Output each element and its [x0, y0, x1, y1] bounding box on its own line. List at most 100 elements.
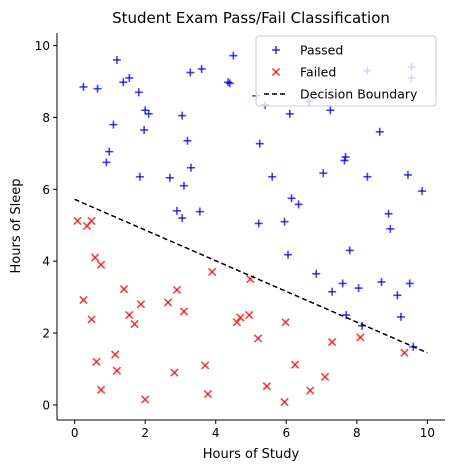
passed-point: [79, 82, 88, 91]
failed-point: [163, 298, 173, 307]
failed-point: [179, 307, 189, 316]
legend-swatch-failed: [271, 67, 281, 77]
passed-point: [186, 68, 195, 77]
failed-point: [73, 216, 82, 226]
passed-point: [134, 88, 143, 97]
passed-point: [102, 158, 111, 167]
failed-point: [90, 253, 100, 262]
passed-point: [338, 279, 347, 288]
failed-point: [141, 395, 150, 404]
passed-point: [165, 173, 174, 182]
x-axis-label: Hours of Study: [203, 447, 300, 462]
failed-point: [281, 318, 290, 327]
failed-point: [119, 285, 129, 294]
passed-point: [340, 156, 349, 165]
passed-point: [140, 126, 149, 135]
x-tick-label: 10: [420, 426, 435, 440]
passed-point: [326, 106, 335, 115]
legend-box: [255, 35, 437, 107]
failed-point: [320, 372, 330, 382]
passed-point: [396, 312, 405, 321]
y-axis-ticks: 0 2 4 6 8 10: [35, 39, 57, 412]
passed-point: [105, 147, 114, 156]
x-tick-label: 4: [212, 426, 220, 440]
passed-point: [386, 224, 395, 233]
passed-point: [144, 109, 153, 118]
failed-point: [245, 310, 254, 320]
passed-point: [418, 187, 427, 196]
failed-point: [125, 310, 134, 320]
y-axis-label: Hours of Sleep: [9, 179, 24, 274]
passed-point: [225, 79, 234, 88]
passed-point: [345, 246, 354, 255]
y-tick-label: 0: [42, 398, 50, 412]
passed-point: [280, 217, 289, 226]
passed-point: [284, 250, 293, 259]
passed-point: [178, 214, 187, 223]
failed-point: [96, 260, 106, 269]
failed-point: [96, 385, 106, 394]
x-tick-label: 0: [71, 426, 79, 440]
failed-point: [356, 333, 365, 342]
passed-point: [187, 163, 196, 172]
passed-point: [255, 139, 264, 148]
x-tick-label: 8: [353, 426, 361, 440]
passed-point: [109, 120, 118, 129]
passed-point: [195, 207, 204, 216]
failed-point: [172, 285, 182, 295]
failed-point: [92, 357, 101, 366]
failed-point: [290, 360, 300, 369]
passed-point: [112, 55, 121, 64]
failed-point: [87, 315, 96, 324]
failed-point: [111, 350, 120, 359]
passed-point: [224, 78, 233, 87]
legend-label: Decision Boundary: [300, 87, 418, 102]
legend-label: Passed: [300, 43, 343, 58]
passed-point: [405, 279, 414, 288]
passed-point: [384, 209, 393, 218]
passed-point: [328, 287, 337, 296]
failed-point: [327, 337, 337, 347]
passed-point: [93, 84, 102, 93]
passed-point: [285, 109, 294, 118]
passed-point: [172, 206, 181, 215]
passed-point: [312, 269, 321, 278]
passed-point: [319, 169, 328, 178]
decision-boundary-line: [74, 198, 428, 354]
failed-point: [170, 368, 179, 377]
y-tick-label: 4: [42, 255, 50, 269]
passed-point: [268, 172, 277, 181]
chart-title: Student Exam Pass/Fail Classification: [112, 9, 390, 27]
failed-point: [87, 216, 96, 226]
passed-point: [393, 291, 402, 300]
y-tick-label: 10: [35, 39, 50, 53]
failed-point: [306, 386, 315, 395]
passed-point: [363, 172, 372, 181]
passed-point: [377, 278, 386, 287]
passed-point: [354, 284, 363, 293]
legend-swatch-passed: [272, 46, 280, 54]
failed-point: [112, 366, 122, 375]
x-tick-label: 6: [282, 426, 290, 440]
failed-point: [232, 318, 242, 327]
y-tick-label: 2: [42, 327, 50, 341]
passed-point: [294, 200, 303, 209]
x-tick-label: 2: [141, 426, 149, 440]
passed-point: [341, 152, 350, 161]
passed-point: [178, 111, 187, 120]
passed-point: [403, 170, 412, 179]
passed-point: [135, 172, 144, 181]
y-tick-label: 6: [42, 183, 50, 197]
failed-point: [203, 389, 213, 399]
passed-point: [183, 136, 192, 145]
failed-point: [79, 295, 88, 305]
legend: Passed Failed Decision Boundary: [255, 35, 437, 107]
failed-point: [253, 334, 263, 343]
passed-point: [119, 78, 128, 87]
passed-point: [254, 219, 263, 228]
failed-point: [236, 313, 245, 322]
passed-point: [375, 127, 384, 136]
failed-point: [136, 300, 146, 309]
failed-point: [280, 397, 289, 407]
